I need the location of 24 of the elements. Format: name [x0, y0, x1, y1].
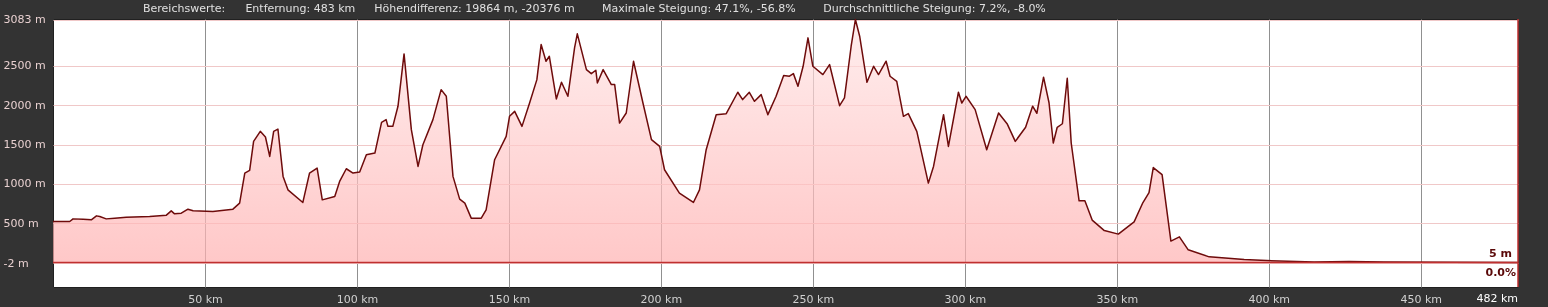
x-tick-label: 350 km — [1096, 292, 1139, 306]
text: Maximale Steigung: 47.1%, -56.8% — [602, 2, 796, 15]
text: Bereichswerte: — [143, 2, 226, 15]
x-tick-label: 200 km — [640, 292, 683, 306]
y-tick-label: 500 m — [3, 216, 39, 230]
x-tick-label: 450 km — [1400, 292, 1443, 306]
text: Höhendifferenz: 19864 m, -20376 m — [374, 2, 575, 15]
x-tick-label: 150 km — [488, 292, 531, 306]
x-tick-label: 250 km — [792, 292, 835, 306]
x-tick-label: 300 km — [944, 292, 987, 306]
text: Entfernung: 483 km — [245, 2, 356, 15]
y-tick-label: -2 m — [3, 256, 29, 270]
x-tick-label: 100 km — [336, 292, 379, 306]
y-tick-label: 1000 m — [3, 177, 46, 191]
ref-line-label: 5 m — [1489, 246, 1512, 260]
y-tick-label: 2000 m — [3, 98, 46, 112]
y-tick-label: 1500 m — [3, 138, 46, 152]
y-tick-label: 2500 m — [3, 59, 46, 73]
x-tick-label: 400 km — [1248, 292, 1291, 306]
annotation: 0.0% — [1485, 266, 1516, 279]
text: Durchschnittliche Steigung: 7.2%, -8.0% — [823, 2, 1046, 15]
ref-line-label: 482 km — [1476, 292, 1518, 305]
y-tick-label: 3083 m — [3, 13, 46, 27]
x-tick-label: 50 km — [188, 292, 223, 306]
